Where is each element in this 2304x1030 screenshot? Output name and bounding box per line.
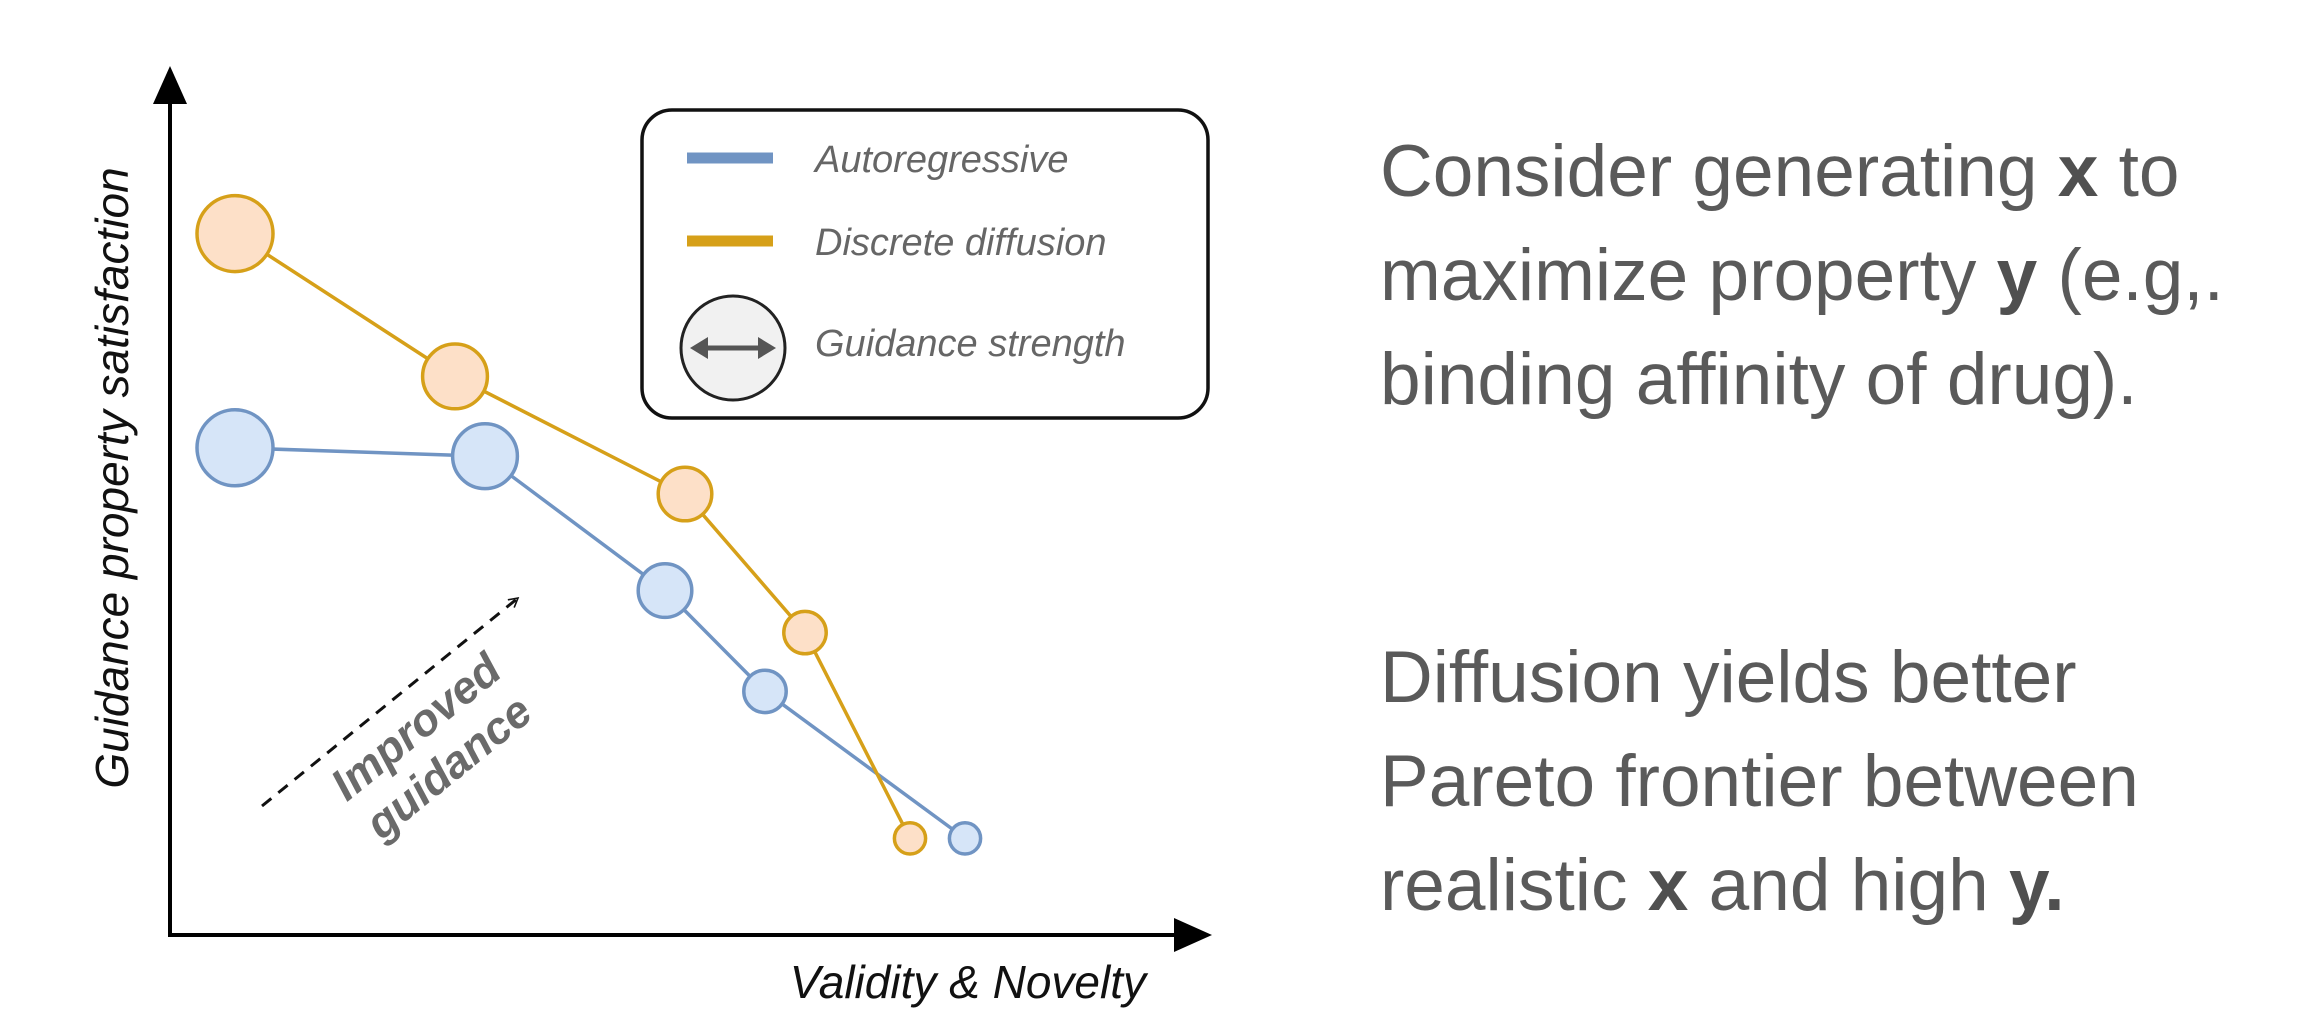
y-axis-label: Guidance property satisfaction (86, 167, 138, 788)
y-variable: y (1996, 235, 2038, 316)
para1-text: (e.g,. (2037, 235, 2224, 316)
para2-text: Pareto frontier between (1380, 741, 2139, 822)
legend-label-discrete-diffusion: Discrete diffusion (815, 222, 1106, 264)
x-variable: x (1647, 845, 1689, 926)
x-variable: x (2057, 131, 2099, 212)
data-point-discrete-diffusion-1 (195, 193, 275, 274)
para1-text: maximize property (1380, 235, 1997, 316)
data-point-autoregressive-4 (742, 668, 788, 715)
data-point-autoregressive-1 (195, 408, 275, 488)
para2-text: Diffusion yields better (1380, 637, 2077, 718)
axes (153, 66, 1212, 952)
series-autoregressive (195, 408, 983, 856)
data-point-discrete-diffusion-5 (892, 821, 928, 856)
series-discrete-diffusion (195, 193, 928, 856)
data-point-discrete-diffusion-2 (420, 342, 490, 411)
series-layer (195, 193, 983, 856)
explanation-paragraph-1: Consider generating x to maximize proper… (1380, 120, 2224, 432)
data-point-autoregressive-5 (947, 821, 983, 856)
x-axis-label: Validity & Novelty (790, 956, 1149, 1008)
para1-text: to (2098, 131, 2180, 212)
x-axis-arrowhead (1174, 918, 1212, 952)
para1-text: binding affinity of drug). (1380, 339, 2138, 420)
data-point-autoregressive-3 (636, 562, 694, 620)
legend-label-guidance-strength: Guidance strength (815, 323, 1126, 365)
guidance-strength-icon (679, 294, 787, 402)
improved-guidance-annotation: Improved guidance (261, 596, 541, 850)
data-point-discrete-diffusion-3 (656, 465, 714, 523)
y-variable: y. (2009, 845, 2065, 926)
data-point-discrete-diffusion-4 (782, 609, 828, 656)
para2-text: realistic (1380, 845, 1648, 926)
pareto-chart: Validity & Novelty Guidance property sat… (86, 66, 1212, 1008)
y-axis-arrowhead (153, 66, 187, 104)
legend: Autoregressive Discrete diffusion Guidan… (640, 108, 1210, 420)
improved-guidance-arrow (261, 596, 520, 808)
legend-label-autoregressive: Autoregressive (813, 139, 1068, 181)
explanation-paragraph-2: Diffusion yields better Pareto frontier … (1380, 626, 2139, 938)
data-point-autoregressive-2 (450, 422, 520, 491)
para2-text: and high (1688, 845, 2010, 926)
para1-text: Consider generating (1380, 131, 2058, 212)
